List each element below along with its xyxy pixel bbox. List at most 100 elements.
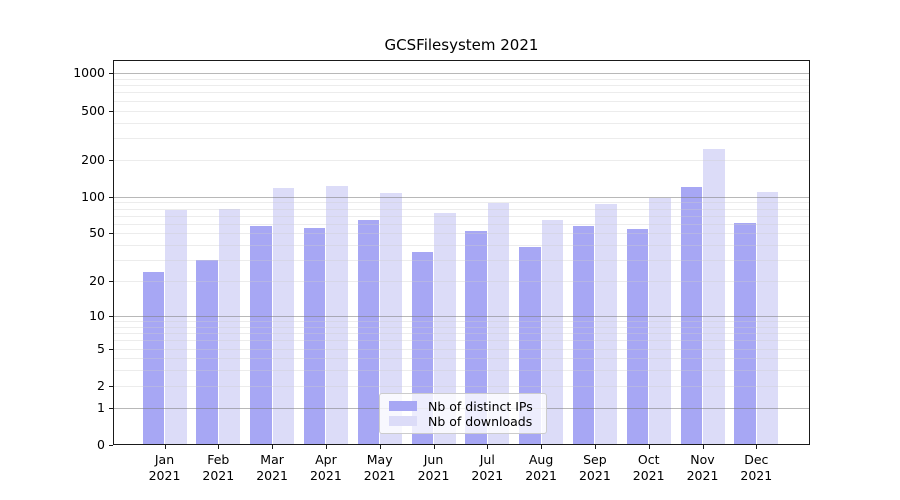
gridline-major: [113, 73, 810, 75]
gridline-minor: [113, 223, 810, 225]
y-tick-label: 5: [97, 340, 105, 356]
x-tick: [272, 445, 274, 449]
x-tick: [379, 445, 381, 449]
legend-entry-downloads: Nb of downloads: [389, 413, 537, 429]
gridline-minor: [113, 385, 810, 387]
x-tick: [487, 445, 489, 449]
y-tick-label: 1000: [73, 65, 105, 81]
gridline-minor: [113, 215, 810, 217]
bar-downloads-nov: [703, 149, 725, 445]
gridline-minor: [113, 281, 810, 283]
x-tick: [218, 445, 220, 449]
gridline-minor: [113, 137, 810, 139]
y-tick-label: 500: [81, 102, 105, 118]
bar-distinct-ips-apr: [303, 228, 326, 445]
legend-label-downloads: Nb of downloads: [428, 413, 533, 429]
bar-distinct-ips-jul: [465, 231, 487, 445]
bar-downloads-sep: [595, 204, 617, 445]
x-tick-label-may: May 2021: [363, 452, 396, 483]
bar-distinct-ips-jan: [142, 271, 164, 445]
y-tick: [109, 159, 113, 161]
x-tick-label-apr: Apr 2021: [309, 452, 342, 483]
gridline-minor: [113, 110, 810, 112]
x-tick-label-nov: Nov 2021: [686, 452, 719, 483]
bar-downloads-jan: [165, 209, 187, 445]
bar-distinct-ips-sep: [572, 225, 595, 445]
legend: Nb of distinct IPs Nb of downloads: [379, 393, 547, 434]
bar-distinct-ips-may: [357, 219, 380, 445]
x-tick-label-jan: Jan 2021: [148, 452, 181, 483]
gridline-minor: [113, 92, 810, 94]
y-tick: [109, 281, 113, 283]
bar-distinct-ips-dec: [734, 222, 756, 445]
gridline-minor: [113, 202, 810, 204]
bar-downloads-feb: [218, 208, 241, 445]
legend-swatch-downloads: [389, 416, 417, 426]
gridline-minor: [113, 159, 810, 161]
y-tick: [109, 385, 113, 387]
bar-downloads-aug: [541, 220, 564, 445]
y-tick-label: 2: [97, 377, 105, 393]
y-tick: [109, 407, 113, 409]
gridline-minor: [113, 348, 810, 350]
gridline-minor: [113, 321, 810, 323]
y-tick: [109, 445, 113, 446]
x-tick: [702, 445, 704, 449]
y-tick-label: 0: [97, 437, 105, 452]
y-tick: [109, 73, 113, 75]
gridline-minor: [113, 333, 810, 335]
y-tick-label: 1: [97, 399, 105, 415]
gridline-minor: [113, 260, 810, 262]
gridline-minor: [113, 85, 810, 87]
y-tick: [109, 196, 113, 198]
legend-label-distinct-ips: Nb of distinct IPs: [428, 398, 533, 414]
y-tick-label: 100: [81, 188, 105, 204]
bar-distinct-ips-nov: [680, 186, 702, 445]
y-tick: [109, 233, 113, 235]
gridline-major: [113, 196, 810, 198]
x-tick: [594, 445, 596, 449]
gridline-minor: [113, 358, 810, 360]
x-tick-label-aug: Aug 2021: [525, 452, 557, 483]
x-tick-label-dec: Dec 2021: [740, 452, 773, 483]
x-tick: [756, 445, 758, 449]
gridline-minor: [113, 340, 810, 342]
x-tick-label-jul: Jul 2021: [471, 452, 504, 483]
gridline-minor: [113, 208, 810, 210]
bar-downloads-oct: [649, 198, 671, 445]
bar-distinct-ips-feb: [196, 260, 218, 445]
x-tick-label-sep: Sep 2021: [578, 452, 611, 483]
y-tick: [109, 110, 113, 112]
x-tick: [648, 445, 650, 449]
plot-area: [113, 60, 810, 445]
legend-entry-distinct-ips: Nb of distinct IPs: [389, 398, 537, 414]
y-tick-label: 20: [89, 273, 105, 289]
gridline-major: [113, 316, 810, 317]
chart-title: GCSFilesystem 2021: [384, 36, 539, 54]
x-tick: [433, 445, 435, 449]
gridline-minor: [113, 100, 810, 102]
bar-distinct-ips-mar: [250, 225, 272, 445]
bar-downloads-jul: [487, 202, 510, 445]
gridline-minor: [113, 326, 810, 328]
bar-downloads-dec: [756, 191, 779, 445]
y-tick: [109, 316, 113, 317]
x-tick-label-mar: Mar 2021: [256, 452, 288, 483]
x-tick: [325, 445, 327, 449]
bar-downloads-apr: [326, 186, 348, 445]
x-tick-label-oct: Oct 2021: [632, 452, 665, 483]
gridline-minor: [113, 78, 810, 80]
y-tick: [109, 348, 113, 350]
y-tick-label: 200: [81, 151, 105, 167]
gridline-minor: [113, 370, 810, 372]
bar-downloads-may: [380, 193, 402, 445]
gridline-minor: [113, 245, 810, 247]
x-tick-label-jun: Jun 2021: [417, 452, 450, 483]
x-tick: [164, 445, 166, 449]
bar-distinct-ips-oct: [626, 229, 649, 445]
gridline-minor: [113, 233, 810, 235]
y-tick-label: 10: [89, 308, 105, 323]
x-tick: [541, 445, 543, 449]
bar-downloads-jun: [434, 212, 456, 445]
